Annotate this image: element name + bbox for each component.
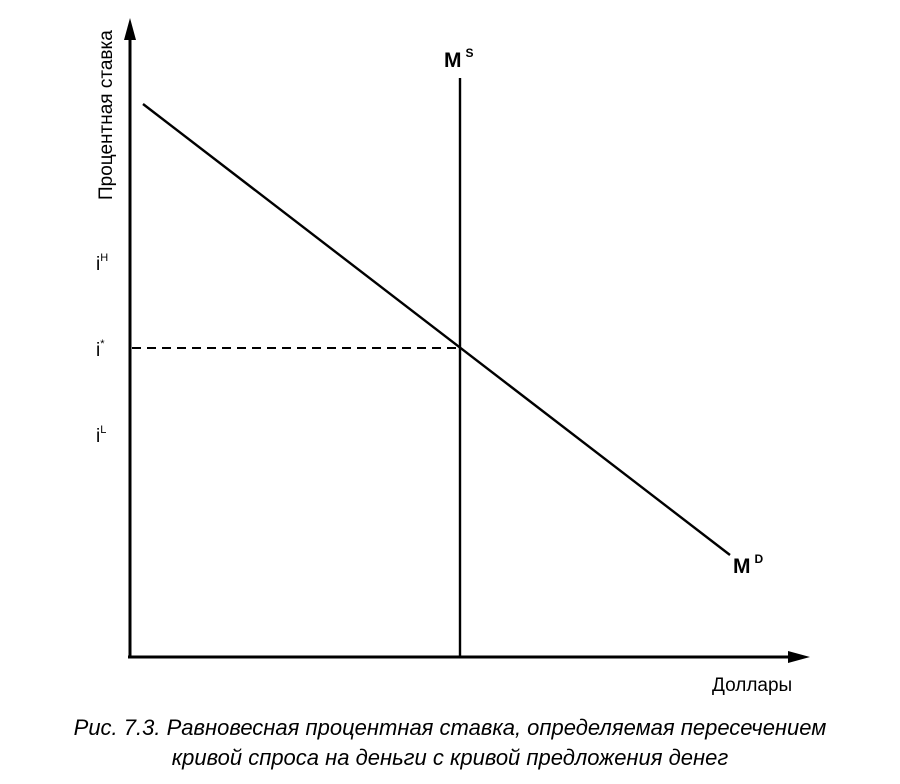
tick-i-low: iL bbox=[96, 424, 107, 447]
x-axis-label: Доллары bbox=[712, 675, 793, 696]
x-axis-arrow-icon bbox=[788, 651, 810, 663]
money-demand-curve bbox=[142, 103, 731, 556]
caption-line-1: Рис. 7.3. Равновесная процентная ставка,… bbox=[73, 715, 827, 740]
y-axis-label: Процентная ставка bbox=[96, 30, 117, 200]
y-axis-arrow-icon bbox=[124, 18, 136, 40]
tick-i-high: iH bbox=[96, 252, 109, 275]
money-market-diagram bbox=[124, 18, 810, 663]
tick-i-star: i* bbox=[96, 338, 105, 361]
caption-line-2: кривой спроса на деньги с кривой предлож… bbox=[171, 745, 729, 770]
figure-caption: Рис. 7.3. Равновесная процентная ставка,… bbox=[0, 713, 900, 773]
